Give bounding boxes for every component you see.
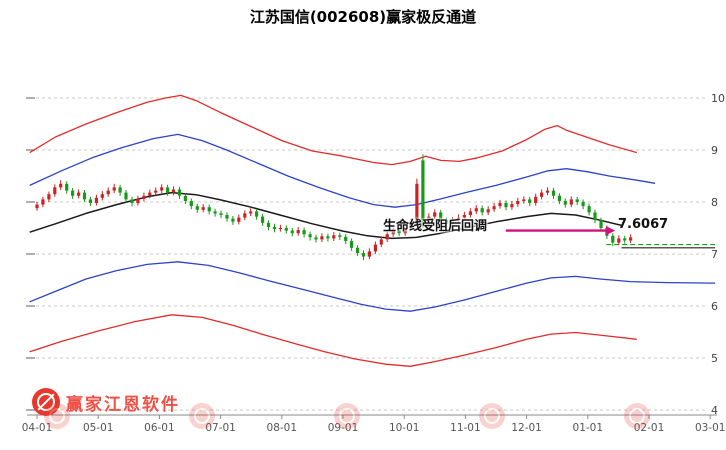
watermark-logo-faint-icon <box>334 403 360 429</box>
watermark-logo-faint-icon <box>44 403 70 429</box>
x-axis-label: 12-01 <box>511 422 542 434</box>
y-axis-label: 4 <box>711 404 718 417</box>
y-axis-label: 10 <box>711 92 725 105</box>
watermark-logo-faint-icon <box>479 403 505 429</box>
x-axis-label: 02-01 <box>634 422 665 434</box>
annotation-text: 生命线受阻后回调 <box>383 219 488 234</box>
x-axis-label: 10-01 <box>389 422 420 434</box>
logo-ring-shape <box>37 393 55 411</box>
watermark-logo-faint-icon <box>189 403 215 429</box>
watermark-brand-text: 赢家江恩软件 <box>66 395 180 415</box>
candlesticks <box>35 154 633 261</box>
lower-blue-channel-line <box>29 261 716 312</box>
gridlines: 10 9 8 7 6 5 4 <box>26 92 725 417</box>
x-axis-label: 07-01 <box>205 422 236 434</box>
chart-title: 江苏国信(002608)赢家极反通道 <box>249 8 477 26</box>
y-axis-label: 9 <box>711 144 718 157</box>
y-axis-label: 7 <box>711 248 718 261</box>
y-axis-label: 5 <box>711 352 718 365</box>
x-axis-label: 03-01 <box>695 422 726 434</box>
upper-resistance-red-line <box>29 94 637 166</box>
x-axis-label: 08-01 <box>267 422 298 434</box>
annotation-arrow <box>505 226 616 236</box>
lower-support-red-line <box>29 314 637 367</box>
price-value-label: 7.6067 <box>618 217 669 232</box>
x-axis-label: 06-01 <box>144 422 175 434</box>
y-axis-label: 6 <box>711 300 718 313</box>
x-axis-label: 11-01 <box>450 422 481 434</box>
x-axis-label: 09-01 <box>328 422 359 434</box>
y-axis-label: 8 <box>711 196 718 209</box>
upper-blue-channel-line <box>29 133 656 208</box>
x-axis-label: 01-01 <box>573 422 604 434</box>
x-axis-label: 05-01 <box>83 422 114 434</box>
x-axis-label: 04-01 <box>22 422 53 434</box>
x-axis: 04-01 05-01 06-01 07-01 08-01 09-01 10-01 11-01… <box>22 414 726 434</box>
watermark-logo-faint-icon <box>624 403 650 429</box>
